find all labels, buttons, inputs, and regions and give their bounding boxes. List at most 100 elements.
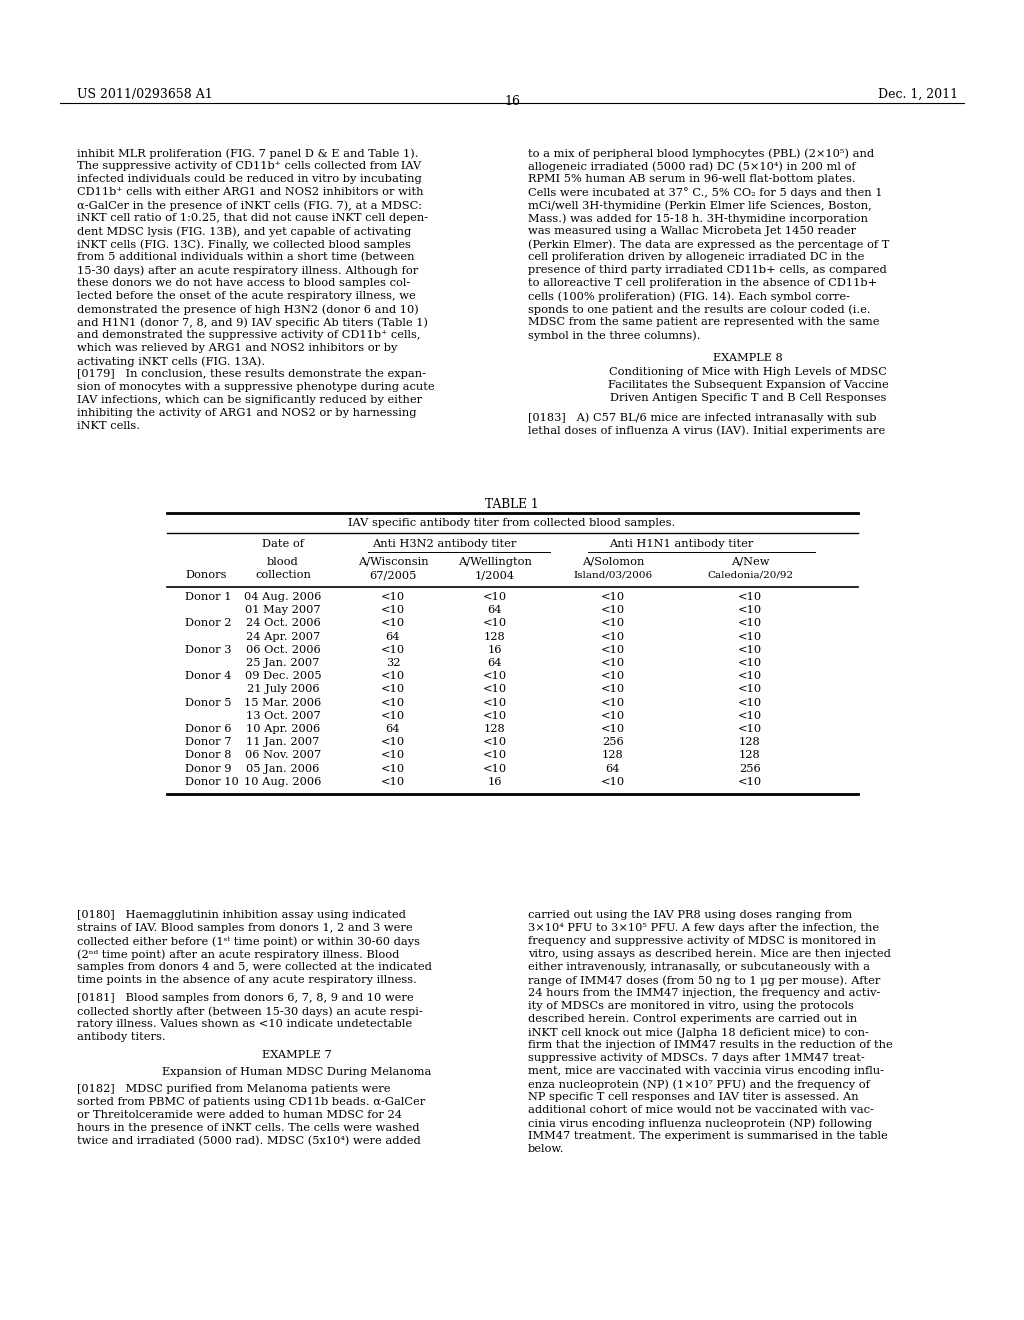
Text: to alloreactive T cell proliferation in the absence of CD11b+: to alloreactive T cell proliferation in … bbox=[528, 279, 878, 288]
Text: Dec. 1, 2011: Dec. 1, 2011 bbox=[878, 88, 958, 102]
Text: 1/2004: 1/2004 bbox=[475, 570, 515, 579]
Text: allogeneic irradiated (5000 rad) DC (5×10⁴) in 200 ml of: allogeneic irradiated (5000 rad) DC (5×1… bbox=[528, 161, 856, 172]
Text: TABLE 1: TABLE 1 bbox=[485, 498, 539, 511]
Text: <10: <10 bbox=[601, 618, 625, 628]
Text: <10: <10 bbox=[381, 591, 406, 602]
Text: MDSC from the same patient are represented with the same: MDSC from the same patient are represent… bbox=[528, 317, 880, 327]
Text: firm that the injection of IMM47 results in the reduction of the: firm that the injection of IMM47 results… bbox=[528, 1040, 893, 1049]
Text: samples from donors 4 and 5, were collected at the indicated: samples from donors 4 and 5, were collec… bbox=[77, 962, 432, 972]
Text: <10: <10 bbox=[483, 618, 507, 628]
Text: carried out using the IAV PR8 using doses ranging from: carried out using the IAV PR8 using dose… bbox=[528, 909, 852, 920]
Text: Donor 7: Donor 7 bbox=[185, 737, 231, 747]
Text: [0180]   Haemagglutinin inhibition assay using indicated: [0180] Haemagglutinin inhibition assay u… bbox=[77, 909, 406, 920]
Text: 32: 32 bbox=[386, 657, 400, 668]
Text: 01 May 2007: 01 May 2007 bbox=[245, 605, 321, 615]
Text: 64: 64 bbox=[386, 631, 400, 642]
Text: EXAMPLE 7: EXAMPLE 7 bbox=[262, 1049, 332, 1060]
Text: <10: <10 bbox=[483, 671, 507, 681]
Text: to a mix of peripheral blood lymphocytes (PBL) (2×10⁵) and: to a mix of peripheral blood lymphocytes… bbox=[528, 148, 874, 158]
Text: collection: collection bbox=[255, 570, 311, 579]
Text: was measured using a Wallac Microbeta Jet 1450 reader: was measured using a Wallac Microbeta Je… bbox=[528, 226, 856, 236]
Text: Anti H3N2 antibody titer: Anti H3N2 antibody titer bbox=[372, 539, 516, 549]
Text: 06 Oct. 2006: 06 Oct. 2006 bbox=[246, 644, 321, 655]
Text: <10: <10 bbox=[381, 750, 406, 760]
Text: strains of IAV. Blood samples from donors 1, 2 and 3 were: strains of IAV. Blood samples from donor… bbox=[77, 923, 413, 933]
Text: 128: 128 bbox=[484, 723, 506, 734]
Text: iNKT cells.: iNKT cells. bbox=[77, 421, 140, 432]
Text: <10: <10 bbox=[381, 684, 406, 694]
Text: CD11b⁺ cells with either ARG1 and NOS2 inhibitors or with: CD11b⁺ cells with either ARG1 and NOS2 i… bbox=[77, 187, 424, 197]
Text: Donor 3: Donor 3 bbox=[185, 644, 231, 655]
Text: Donor 6: Donor 6 bbox=[185, 723, 231, 734]
Text: A/Solomon: A/Solomon bbox=[582, 557, 644, 568]
Text: [0183]   A) C57 BL/6 mice are infected intranasally with sub: [0183] A) C57 BL/6 mice are infected int… bbox=[528, 412, 877, 422]
Text: <10: <10 bbox=[381, 605, 406, 615]
Text: 128: 128 bbox=[602, 750, 624, 760]
Text: <10: <10 bbox=[381, 710, 406, 721]
Text: IMM47 treatment. The experiment is summarised in the table: IMM47 treatment. The experiment is summa… bbox=[528, 1131, 888, 1140]
Text: 10 Apr. 2006: 10 Apr. 2006 bbox=[246, 723, 321, 734]
Text: collected shortly after (between 15-30 days) an acute respi-: collected shortly after (between 15-30 d… bbox=[77, 1006, 423, 1016]
Text: A/Wellington: A/Wellington bbox=[458, 557, 531, 568]
Text: <10: <10 bbox=[381, 763, 406, 774]
Text: twice and irradiated (5000 rad). MDSC (5x10⁴) were added: twice and irradiated (5000 rad). MDSC (5… bbox=[77, 1137, 421, 1146]
Text: <10: <10 bbox=[601, 644, 625, 655]
Text: <10: <10 bbox=[601, 591, 625, 602]
Text: collected either before (1ˢᵗ time point) or within 30-60 days: collected either before (1ˢᵗ time point)… bbox=[77, 936, 420, 946]
Text: Date of: Date of bbox=[262, 539, 304, 549]
Text: symbol in the three columns).: symbol in the three columns). bbox=[528, 330, 700, 341]
Text: IAV infections, which can be significantly reduced by either: IAV infections, which can be significant… bbox=[77, 395, 422, 405]
Text: Caledonia/20/92: Caledonia/20/92 bbox=[707, 570, 793, 579]
Text: <10: <10 bbox=[738, 605, 762, 615]
Text: 64: 64 bbox=[487, 657, 502, 668]
Text: <10: <10 bbox=[738, 657, 762, 668]
Text: <10: <10 bbox=[381, 697, 406, 708]
Text: blood: blood bbox=[267, 557, 299, 568]
Text: A/Wisconsin: A/Wisconsin bbox=[357, 557, 428, 568]
Text: <10: <10 bbox=[483, 591, 507, 602]
Text: 24 hours from the IMM47 injection, the frequency and activ-: 24 hours from the IMM47 injection, the f… bbox=[528, 987, 881, 998]
Text: from 5 additional individuals within a short time (between: from 5 additional individuals within a s… bbox=[77, 252, 415, 263]
Text: presence of third party irradiated CD11b+ cells, as compared: presence of third party irradiated CD11b… bbox=[528, 265, 887, 275]
Text: iNKT cell ratio of 1:0.25, that did not cause iNKT cell depen-: iNKT cell ratio of 1:0.25, that did not … bbox=[77, 213, 428, 223]
Text: infected individuals could be reduced in vitro by incubating: infected individuals could be reduced in… bbox=[77, 174, 422, 183]
Text: cells (100% proliferation) (FIG. 14). Each symbol corre-: cells (100% proliferation) (FIG. 14). Ea… bbox=[528, 290, 850, 301]
Text: <10: <10 bbox=[483, 710, 507, 721]
Text: inhibit MLR proliferation (FIG. 7 panel D & E and Table 1).: inhibit MLR proliferation (FIG. 7 panel … bbox=[77, 148, 419, 158]
Text: 06 Nov. 2007: 06 Nov. 2007 bbox=[245, 750, 322, 760]
Text: <10: <10 bbox=[601, 697, 625, 708]
Text: <10: <10 bbox=[738, 591, 762, 602]
Text: <10: <10 bbox=[483, 737, 507, 747]
Text: 09 Dec. 2005: 09 Dec. 2005 bbox=[245, 671, 322, 681]
Text: Donor 8: Donor 8 bbox=[185, 750, 231, 760]
Text: [0181]   Blood samples from donors 6, 7, 8, 9 and 10 were: [0181] Blood samples from donors 6, 7, 8… bbox=[77, 993, 414, 1003]
Text: [0182]   MDSC purified from Melanoma patients were: [0182] MDSC purified from Melanoma patie… bbox=[77, 1084, 390, 1094]
Text: 13 Oct. 2007: 13 Oct. 2007 bbox=[246, 710, 321, 721]
Text: <10: <10 bbox=[601, 723, 625, 734]
Text: which was relieved by ARG1 and NOS2 inhibitors or by: which was relieved by ARG1 and NOS2 inhi… bbox=[77, 343, 397, 352]
Text: 128: 128 bbox=[739, 750, 761, 760]
Text: <10: <10 bbox=[738, 684, 762, 694]
Text: <10: <10 bbox=[738, 671, 762, 681]
Text: and demonstrated the suppressive activity of CD11b⁺ cells,: and demonstrated the suppressive activit… bbox=[77, 330, 421, 341]
Text: antibody titers.: antibody titers. bbox=[77, 1032, 166, 1041]
Text: Donor 2: Donor 2 bbox=[185, 618, 231, 628]
Text: lected before the onset of the acute respiratory illness, we: lected before the onset of the acute res… bbox=[77, 290, 416, 301]
Text: The suppressive activity of CD11b⁺ cells collected from IAV: The suppressive activity of CD11b⁺ cells… bbox=[77, 161, 421, 172]
Text: Mass.) was added for 15-18 h. 3H-thymidine incorporation: Mass.) was added for 15-18 h. 3H-thymidi… bbox=[528, 213, 868, 223]
Text: these donors we do not have access to blood samples col-: these donors we do not have access to bl… bbox=[77, 279, 411, 288]
Text: <10: <10 bbox=[483, 684, 507, 694]
Text: 04 Aug. 2006: 04 Aug. 2006 bbox=[245, 591, 322, 602]
Text: <10: <10 bbox=[738, 697, 762, 708]
Text: <10: <10 bbox=[601, 684, 625, 694]
Text: ity of MDSCs are monitored in vitro, using the protocols: ity of MDSCs are monitored in vitro, usi… bbox=[528, 1001, 854, 1011]
Text: or Threitolceramide were added to human MDSC for 24: or Threitolceramide were added to human … bbox=[77, 1110, 402, 1119]
Text: α-GalCer in the presence of iNKT cells (FIG. 7), at a MDSC:: α-GalCer in the presence of iNKT cells (… bbox=[77, 201, 422, 211]
Text: Expansion of Human MDSC During Melanoma: Expansion of Human MDSC During Melanoma bbox=[163, 1067, 432, 1077]
Text: 24 Apr. 2007: 24 Apr. 2007 bbox=[246, 631, 321, 642]
Text: (Perkin Elmer). The data are expressed as the percentage of T: (Perkin Elmer). The data are expressed a… bbox=[528, 239, 890, 249]
Text: Donor 1: Donor 1 bbox=[185, 591, 231, 602]
Text: either intravenously, intranasally, or subcutaneously with a: either intravenously, intranasally, or s… bbox=[528, 962, 870, 972]
Text: vitro, using assays as described herein. Mice are then injected: vitro, using assays as described herein.… bbox=[528, 949, 891, 960]
Text: 16: 16 bbox=[487, 776, 502, 787]
